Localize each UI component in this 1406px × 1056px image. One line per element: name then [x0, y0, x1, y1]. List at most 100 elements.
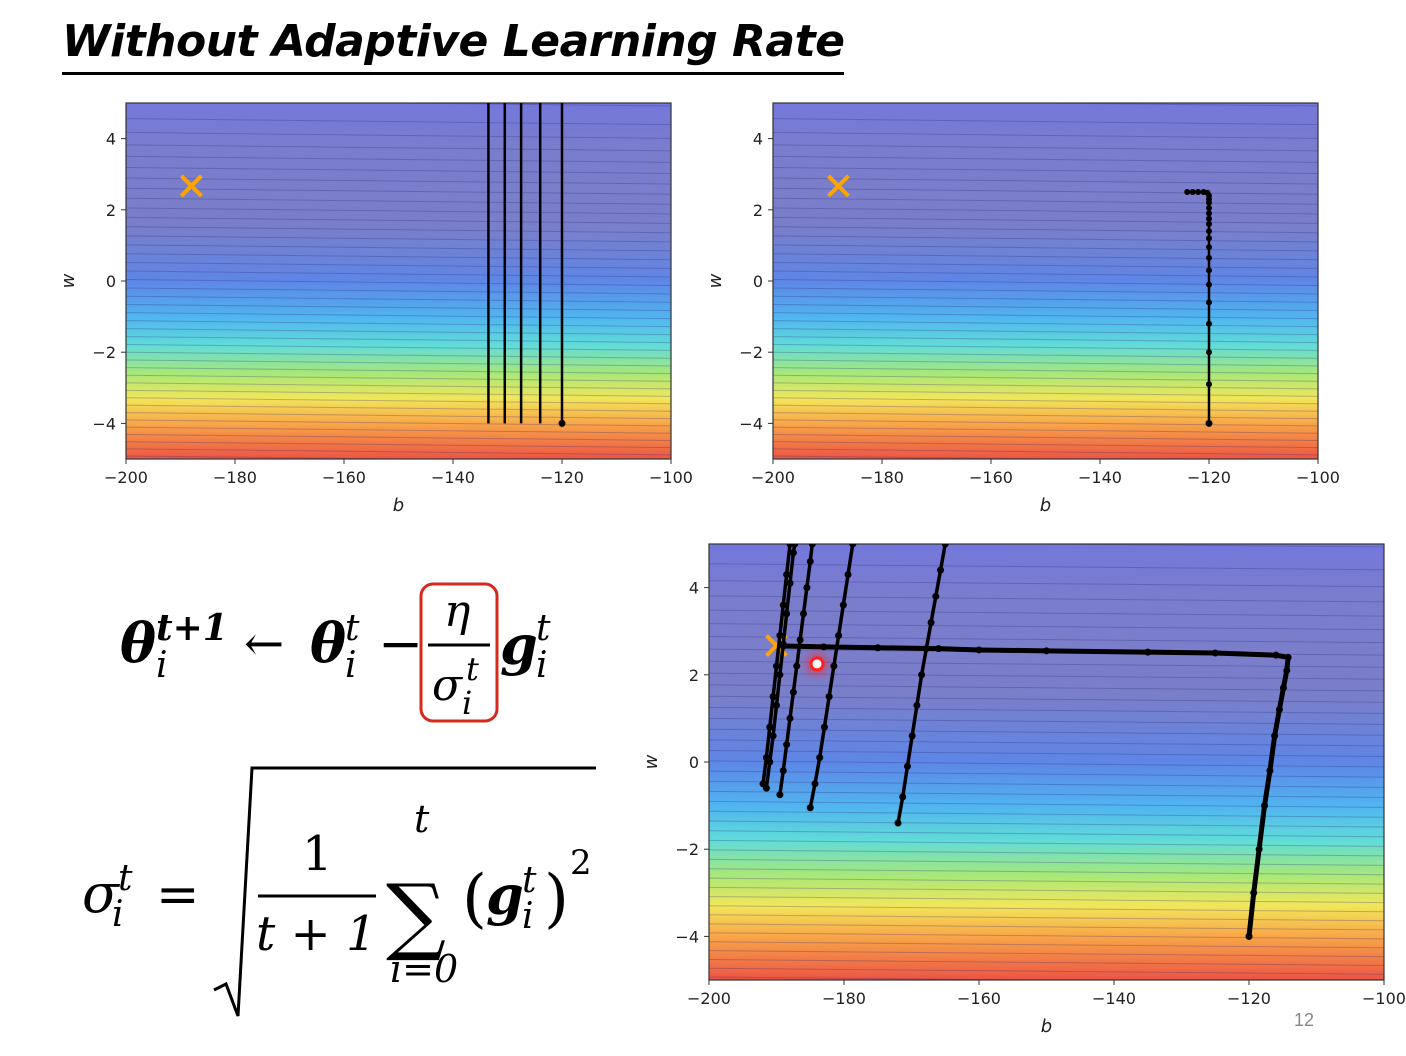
contour-line	[709, 580, 1384, 588]
x-tick-label: −180	[822, 989, 866, 1008]
contour-line	[709, 923, 1384, 931]
path-point	[1272, 651, 1280, 659]
sigma-gradient-sup: t	[522, 860, 537, 901]
x-tick-label: −100	[1362, 989, 1406, 1008]
path-point	[786, 579, 794, 587]
path-point	[927, 618, 935, 626]
contour-line	[709, 958, 1384, 966]
sigma-gradient-sub: i	[522, 896, 534, 937]
path-point	[816, 754, 824, 762]
contour-background	[126, 103, 671, 459]
contour-line	[709, 914, 1384, 922]
update-rule-formula: θ t+1 i ← θ t i − η σ t i g t i	[120, 582, 551, 723]
path-point	[773, 701, 780, 709]
path-point	[776, 671, 784, 679]
contour-line	[126, 419, 671, 427]
contour-line	[709, 820, 1384, 828]
path-point	[937, 566, 945, 574]
contour-line	[126, 166, 671, 174]
contour-line	[709, 810, 1384, 818]
contour-line	[773, 177, 1318, 185]
contour-line	[126, 235, 671, 243]
start-point	[1245, 932, 1253, 940]
contour-line	[709, 932, 1384, 940]
contour-line	[1000, 103, 1318, 107]
contour-line	[126, 270, 671, 278]
path-point	[975, 646, 983, 654]
path-point	[1043, 647, 1050, 655]
contour-line	[773, 412, 1318, 420]
contour-line	[709, 800, 1384, 808]
x-axis-label: b	[1040, 495, 1051, 516]
path-point	[820, 643, 828, 651]
start-point	[1205, 419, 1213, 427]
path-point	[1206, 281, 1212, 288]
contour-line	[709, 695, 1384, 703]
path-point	[1283, 666, 1291, 674]
y-tick-label: −4	[739, 414, 763, 433]
y-tick-label: 2	[689, 666, 699, 685]
path-point	[786, 544, 794, 548]
x-tick-label: −120	[1187, 468, 1231, 487]
path-point	[908, 732, 916, 740]
contour-lines	[126, 103, 671, 459]
y-tick-label: 4	[106, 130, 116, 149]
path-point	[811, 780, 819, 788]
path-point	[1144, 648, 1152, 656]
path-point	[779, 767, 787, 775]
sum-lower-limit: i=0	[390, 947, 458, 991]
contour-line	[773, 261, 1318, 269]
path-point	[808, 544, 816, 548]
x-tick-label: −140	[431, 468, 475, 487]
path-point	[1206, 228, 1212, 235]
slide-title: Without Adaptive Learning Rate	[62, 14, 845, 75]
path-point	[1184, 189, 1191, 195]
path-point	[922, 645, 930, 653]
contour-line	[353, 103, 671, 107]
path-point	[1206, 244, 1212, 251]
contour-line	[773, 359, 1318, 367]
contour-line	[773, 351, 1318, 359]
contour-line	[709, 609, 1384, 617]
path-point	[796, 636, 804, 644]
x-tick-label: −180	[860, 468, 904, 487]
y-tick-label: 2	[753, 201, 763, 220]
sigma-definition-formula: σ t i = 1 t + 1 ∑ t i=0 ( g t i ) 2	[82, 766, 596, 1017]
contour-line	[773, 382, 1318, 390]
x-tick-label: −180	[213, 468, 257, 487]
contour-line	[773, 295, 1318, 303]
path-point	[789, 688, 797, 696]
path-point	[839, 601, 847, 609]
contour-line	[126, 253, 671, 261]
power-two: 2	[570, 843, 592, 883]
contour-line	[126, 144, 671, 152]
contour-line	[709, 684, 1384, 692]
y-tick-label: −2	[675, 840, 699, 859]
square-root-sign	[213, 766, 596, 1017]
sigma-denominator-sub: i	[462, 684, 472, 722]
path-point	[1250, 889, 1258, 897]
contour-line	[773, 448, 1318, 456]
x-tick-label: −140	[1092, 989, 1136, 1008]
path-point	[800, 610, 807, 618]
contour-line	[709, 950, 1384, 958]
sigma-lhs-sup: t	[118, 858, 133, 899]
path-point	[803, 584, 811, 592]
contour-line	[773, 419, 1318, 427]
contour-line	[709, 830, 1384, 838]
contour-line	[126, 216, 671, 224]
contour-line	[126, 336, 671, 344]
contour-line	[126, 295, 671, 303]
contour-line	[773, 226, 1318, 234]
contour-line	[126, 343, 671, 351]
theta-current-sub: i	[345, 645, 357, 686]
sigma-denominator: σ	[432, 660, 464, 711]
contour-line	[709, 728, 1384, 736]
contour-lines	[773, 103, 1318, 459]
path-point	[1271, 732, 1279, 740]
contour-line	[709, 967, 1384, 975]
contour-line	[126, 244, 671, 252]
x-tick-label: −140	[1078, 468, 1122, 487]
theta-next-sub: i	[156, 645, 168, 686]
path-point	[776, 791, 784, 799]
